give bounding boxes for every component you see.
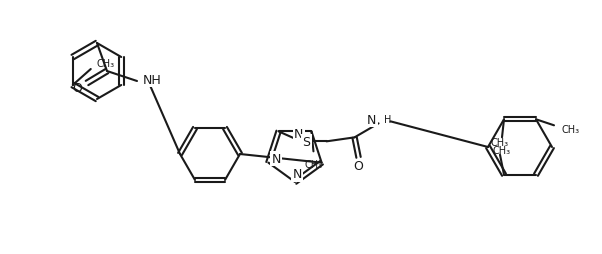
Text: N: N xyxy=(272,153,281,166)
Text: N: N xyxy=(294,127,303,140)
Text: CH₃: CH₃ xyxy=(562,125,580,135)
Text: O: O xyxy=(353,159,364,172)
Text: CH₃: CH₃ xyxy=(305,160,323,170)
Text: CH₃: CH₃ xyxy=(491,137,509,147)
Text: CH₃: CH₃ xyxy=(493,146,511,156)
Text: O: O xyxy=(72,81,82,94)
Text: NH: NH xyxy=(143,73,162,86)
Text: N: N xyxy=(293,168,302,181)
Text: N: N xyxy=(367,113,376,126)
Text: H: H xyxy=(383,115,391,125)
Text: S: S xyxy=(303,135,311,148)
Text: CH₃: CH₃ xyxy=(97,59,115,69)
